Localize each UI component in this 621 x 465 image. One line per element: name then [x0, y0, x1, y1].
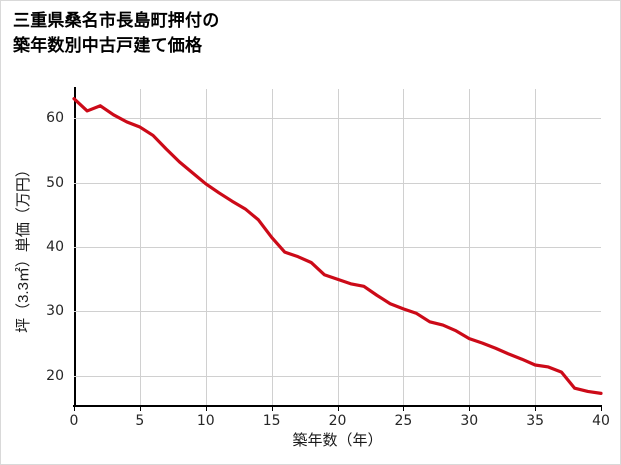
gridline-x-5: [139, 89, 141, 405]
x-tick-mark-15: [271, 406, 273, 411]
y-tick-label-50: 50: [46, 174, 64, 191]
y-tick-label-30: 30: [46, 303, 64, 320]
x-tick-label-10: 10: [196, 413, 215, 429]
x-tick-mark-25: [403, 406, 405, 411]
y-axis-label-text: 坪（3.3㎡）単価（万円）: [14, 161, 32, 333]
y-tick-label-20: 20: [46, 367, 64, 384]
series-line-0: [72, 97, 603, 395]
x-tick-mark-10: [205, 406, 207, 411]
x-tick-label-25: 25: [394, 413, 413, 429]
x-axis-label: 築年数（年）: [292, 432, 383, 449]
series-line-group: [72, 97, 603, 395]
x-tick-mark-30: [469, 406, 471, 411]
x-tick-mark-35: [535, 406, 537, 411]
x-tick-label-40: 40: [592, 413, 610, 429]
gridline-x-25: [403, 89, 405, 405]
x-tick-mark-40: [601, 406, 602, 411]
gridline-x-10: [205, 89, 207, 405]
y-tick-label-60: 60: [46, 110, 64, 127]
x-tick-label-0: 0: [69, 413, 79, 429]
y-axis-label: 坪（3.3㎡）単価（万円）: [9, 89, 35, 405]
x-tick-label-35: 35: [526, 413, 545, 429]
gridline-x-20: [337, 89, 339, 405]
y-tick-label-40: 40: [46, 239, 64, 255]
chart-title: 三重県桑名市長島町押付の 築年数別中古戸建て価格: [13, 11, 220, 55]
gridline-x-35: [535, 89, 537, 405]
gridline-x-15: [271, 89, 273, 405]
x-tick-label-20: 20: [328, 413, 347, 429]
x-tick-mark-20: [337, 406, 339, 411]
x-tick-label-5: 5: [135, 413, 145, 429]
x-tick-mark-0: [74, 406, 75, 411]
gridline-x-30: [469, 89, 471, 405]
plot-area: [72, 87, 603, 411]
x-tick-mark-5: [139, 406, 141, 411]
x-tick-label-30: 30: [460, 413, 479, 429]
x-tick-label-15: 15: [262, 413, 281, 429]
